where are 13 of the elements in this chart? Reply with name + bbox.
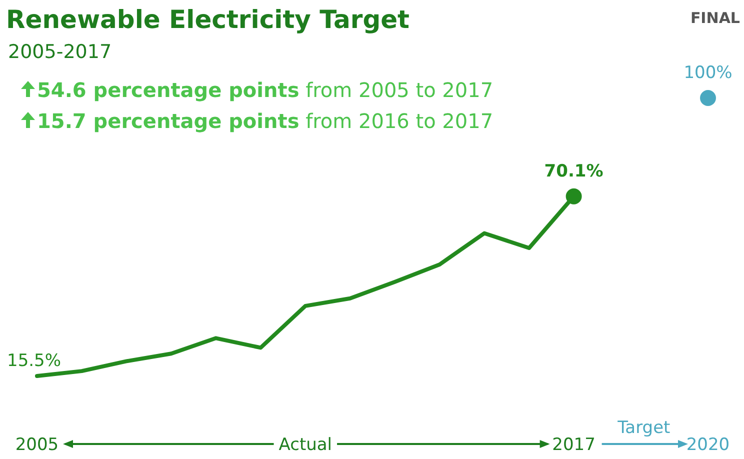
x-tick-label: 2005	[15, 435, 59, 455]
chart-subtitle: 2005-2017	[8, 41, 112, 63]
data-label: 100%	[684, 63, 732, 83]
text: Actual	[278, 435, 332, 455]
annotation: 15.7 percentage points from 2016 to 2017	[37, 109, 494, 133]
x-tick-label: 2020	[686, 435, 730, 455]
text: Target	[616, 418, 671, 438]
data-label: 70.1%	[544, 161, 604, 182]
text: FINAL	[690, 9, 740, 27]
chart-title: Renewable Electricity Target	[6, 5, 410, 34]
annotation: 54.6 percentage points from 2005 to 2017	[37, 78, 494, 102]
data-label: 15.5%	[7, 351, 62, 371]
x-tick-label: 2017	[552, 435, 596, 455]
